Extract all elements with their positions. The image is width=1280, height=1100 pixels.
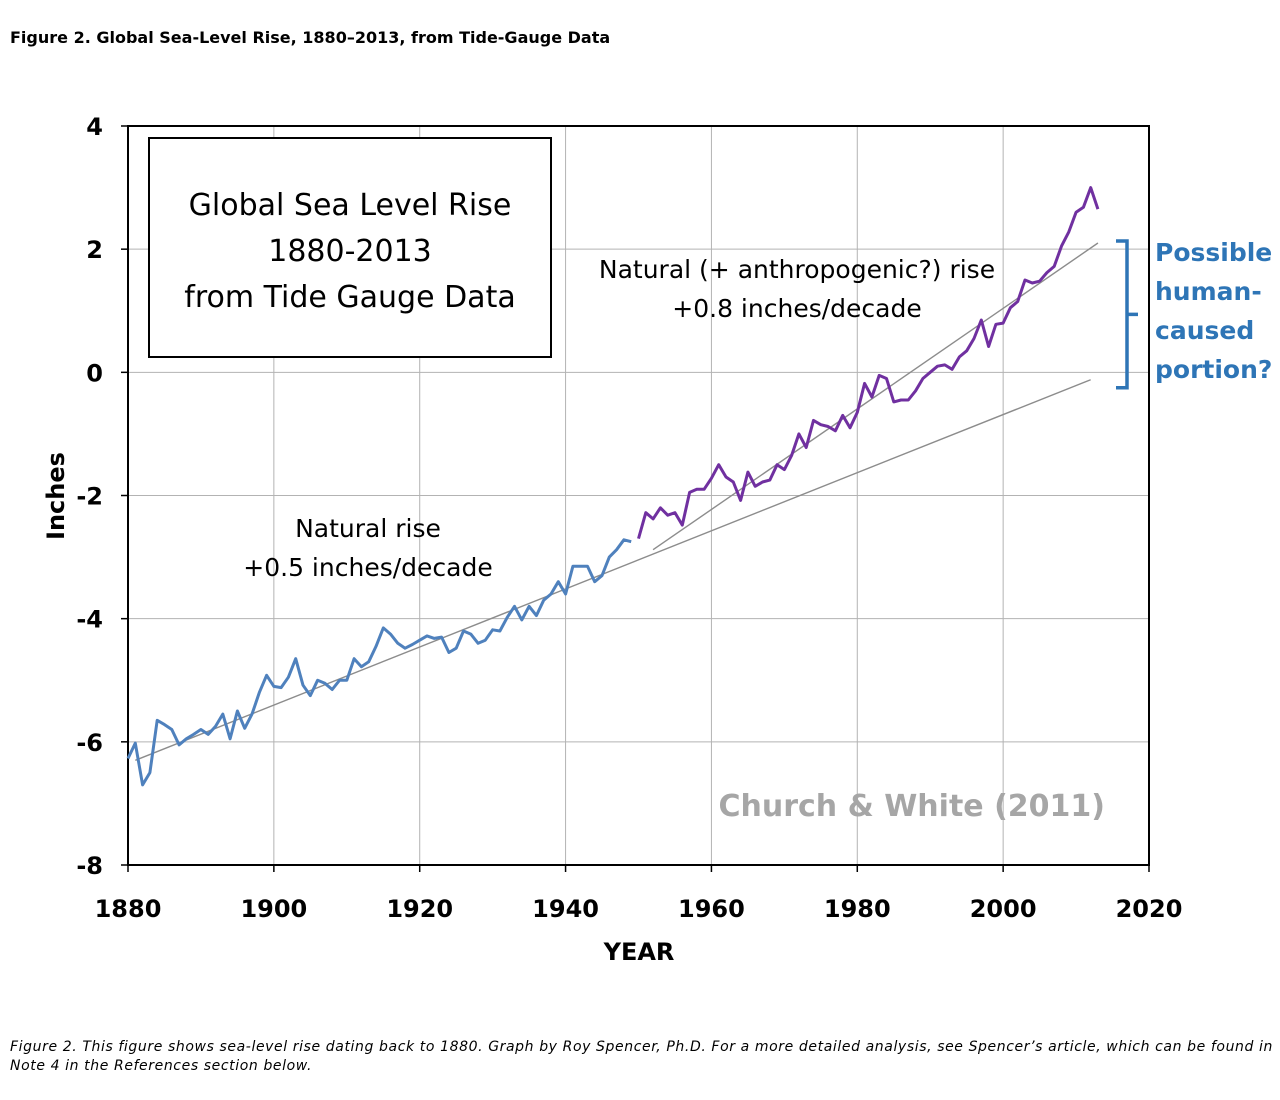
bracket-label-line-3: caused <box>1155 316 1254 345</box>
x-tick-label-3: 1940 <box>532 895 599 923</box>
x-tick-label-6: 2000 <box>970 895 1037 923</box>
y-tick-label-3: -2 <box>76 483 103 511</box>
bracket-shape <box>1116 239 1138 390</box>
title-box: Global Sea Level Rise 1880-2013 from Tid… <box>148 137 552 358</box>
bracket-label-line-2: human- <box>1155 277 1262 306</box>
figure-caption: Figure 2. This figure shows sea-level ri… <box>10 1038 1272 1076</box>
natural-rise-label: Natural rise <box>295 514 441 543</box>
y-tick-label-6: -8 <box>76 852 103 880</box>
x-tick-label-7: 2020 <box>1116 895 1183 923</box>
bracket-label-line-1: Possible <box>1155 238 1272 267</box>
data-series <box>126 186 1100 787</box>
y-axis-label: Inches <box>42 452 70 540</box>
bracket-annotation: Possible human- caused portion? <box>1155 238 1272 384</box>
y-tick-label-5: -6 <box>76 729 103 757</box>
x-tick-label-4: 1960 <box>678 895 745 923</box>
x-tick-label-5: 1980 <box>824 895 891 923</box>
trend-line-0 <box>135 379 1091 761</box>
chart-title-line-3: from Tide Gauge Data <box>184 280 515 315</box>
figure-caption-line-2: Note 4 in the References section below. <box>10 1058 312 1074</box>
trend-lines <box>135 242 1099 761</box>
natural-rise-rate: +0.5 inches/decade <box>243 553 492 582</box>
x-tick-label-0: 1880 <box>95 895 162 923</box>
x-tick-label-2: 1920 <box>386 895 453 923</box>
figure-caption-line-1: Figure 2. This figure shows sea-level ri… <box>10 1039 1272 1055</box>
chart-title-line-1: Global Sea Level Rise <box>189 188 512 223</box>
y-tick-label-1: 2 <box>86 236 103 264</box>
source-label: Church & White (2011) <box>719 789 1106 824</box>
title-box-frame <box>148 137 552 358</box>
figure-heading: Figure 2. Global Sea-Level Rise, 1880–20… <box>10 28 611 47</box>
trend-annotations: Natural rise +0.5 inches/decade Natural … <box>243 255 995 582</box>
series-line-1880-1949 <box>126 538 632 787</box>
human-portion-bracket <box>1116 239 1138 390</box>
x-tick-label-1: 1900 <box>240 895 307 923</box>
y-tick-label-2: 0 <box>86 359 103 387</box>
trend-line-1 <box>652 242 1099 551</box>
bracket-label-line-4: portion? <box>1155 355 1272 384</box>
axes: 1880 1900 1920 1940 1960 1980 2000 2020 4 2 0 -2 -4 -… <box>76 113 1182 923</box>
y-tick-label-4: -4 <box>76 606 103 634</box>
y-tick-label-0: 4 <box>86 113 103 141</box>
x-axis-label: YEAR <box>603 938 675 966</box>
anthropogenic-rise-label: Natural (+ anthropogenic?) rise <box>599 255 995 284</box>
series-line-1950-2013 <box>637 186 1100 540</box>
chart-title-line-2: 1880-2013 <box>268 234 432 269</box>
anthropogenic-rise-rate: +0.8 inches/decade <box>672 294 921 323</box>
